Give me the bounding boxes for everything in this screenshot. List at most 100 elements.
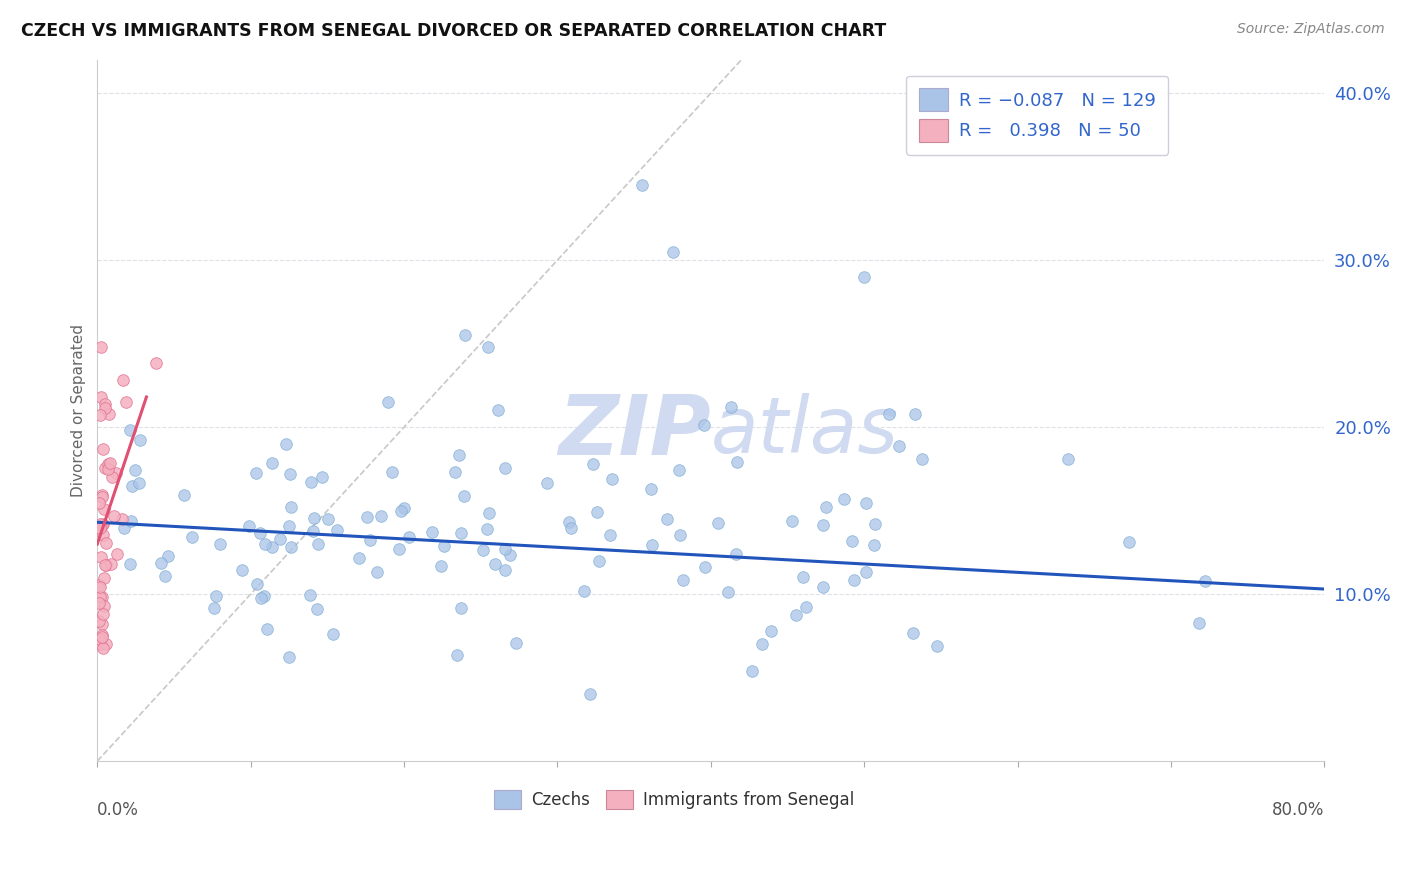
Point <box>280 467 302 482</box>
Point <box>112 373 135 387</box>
Point <box>446 648 468 662</box>
Point <box>433 539 456 553</box>
Point <box>911 452 934 467</box>
Point <box>89 596 111 610</box>
Point <box>93 501 115 516</box>
Point <box>302 511 325 525</box>
Text: atlas: atlas <box>711 393 898 469</box>
Point <box>560 521 582 535</box>
Point <box>454 328 477 343</box>
Point <box>91 528 114 542</box>
Point <box>420 525 443 540</box>
Point <box>398 530 420 544</box>
Point <box>751 637 773 651</box>
Point <box>90 390 112 404</box>
Point <box>741 664 763 678</box>
Point <box>245 466 267 480</box>
Point <box>588 553 610 567</box>
Point <box>842 574 865 588</box>
Point <box>98 456 121 470</box>
Point <box>301 524 323 538</box>
Point <box>89 521 111 535</box>
Point <box>250 591 273 606</box>
Point <box>93 599 115 613</box>
Text: CZECH VS IMMIGRANTS FROM SENEGAL DIVORCED OR SEPARATED CORRELATION CHART: CZECH VS IMMIGRANTS FROM SENEGAL DIVORCE… <box>21 22 886 40</box>
Point <box>90 340 112 354</box>
Point <box>855 565 877 579</box>
Point <box>278 519 301 533</box>
Point <box>444 465 467 479</box>
Point <box>150 556 173 570</box>
Point <box>89 516 111 531</box>
Point <box>855 496 877 510</box>
Point <box>381 465 404 479</box>
Point <box>450 600 472 615</box>
Point <box>89 590 111 604</box>
Point <box>1118 535 1140 549</box>
Point <box>780 514 803 528</box>
Point <box>111 512 134 526</box>
Point <box>813 518 835 533</box>
Text: ZIP: ZIP <box>558 391 711 472</box>
Point <box>205 589 228 603</box>
Point <box>486 403 509 417</box>
Point <box>120 514 142 528</box>
Point <box>153 569 176 583</box>
Point <box>89 496 111 510</box>
Point <box>145 356 167 370</box>
Point <box>475 522 498 536</box>
Point <box>450 526 472 541</box>
Point <box>640 483 662 497</box>
Point <box>299 475 322 489</box>
Point <box>118 558 141 572</box>
Point <box>641 538 664 552</box>
Y-axis label: Divorced or Separated: Divorced or Separated <box>72 324 86 497</box>
Text: 80.0%: 80.0% <box>1272 801 1324 819</box>
Point <box>669 528 692 542</box>
Point <box>89 637 111 651</box>
Point <box>253 537 276 551</box>
Point <box>269 532 291 546</box>
Point <box>114 395 136 409</box>
Point <box>477 340 499 354</box>
Point <box>388 541 411 556</box>
Point <box>794 600 817 615</box>
Point <box>105 467 128 481</box>
Point <box>91 442 114 457</box>
Point <box>100 558 122 572</box>
Point <box>1188 615 1211 630</box>
Point <box>94 460 117 475</box>
Point <box>121 479 143 493</box>
Point <box>759 624 782 639</box>
Point <box>720 401 742 415</box>
Point <box>90 490 112 504</box>
Point <box>253 589 276 603</box>
Point <box>392 500 415 515</box>
Point <box>655 512 678 526</box>
Point <box>249 525 271 540</box>
Point <box>695 560 717 574</box>
Point <box>94 397 117 411</box>
Point <box>90 550 112 565</box>
Point <box>101 470 124 484</box>
Point <box>93 640 115 655</box>
Point <box>91 488 114 502</box>
Point <box>471 543 494 558</box>
Point <box>91 516 114 531</box>
Point <box>231 563 253 577</box>
Point <box>298 588 321 602</box>
Point <box>707 516 730 530</box>
Point <box>103 508 125 523</box>
Point <box>93 607 115 622</box>
Point <box>311 470 333 484</box>
Point <box>813 580 835 594</box>
Point <box>668 463 690 477</box>
Point <box>91 590 114 604</box>
Point <box>94 637 117 651</box>
Point <box>834 492 856 507</box>
Point <box>89 409 111 423</box>
Point <box>326 523 349 537</box>
Point <box>579 687 602 701</box>
Point <box>278 650 301 665</box>
Point <box>322 626 344 640</box>
